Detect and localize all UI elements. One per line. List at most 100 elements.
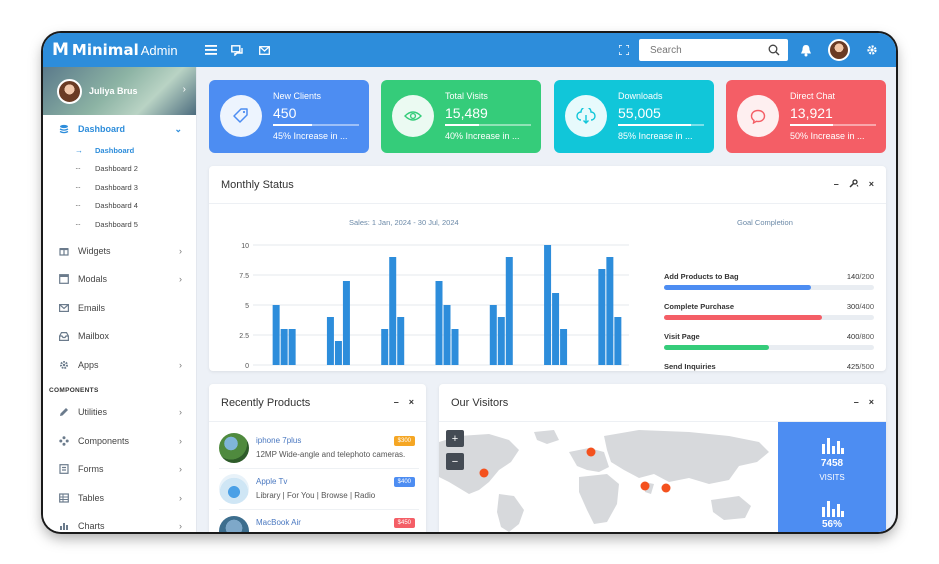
chat-icon[interactable] <box>229 42 245 58</box>
product-thumbnail <box>219 474 249 504</box>
product-item[interactable]: MacBook Air $450 <box>219 510 419 532</box>
panel-title: Monthly Status <box>221 178 294 191</box>
product-description: 12MP Wide-angle and telephoto cameras. <box>256 450 406 459</box>
submenu-item-dashboard-4[interactable]: ··· Dashboard 4 <box>43 197 196 216</box>
close-icon[interactable]: × <box>868 179 874 189</box>
stat-label: Direct Chat <box>790 91 836 101</box>
chart-bar <box>614 317 622 365</box>
goal-name: Complete Purchase <box>664 302 735 311</box>
dots-icon: ··· <box>75 219 81 229</box>
fullscreen-icon[interactable] <box>616 42 632 58</box>
chart-bar <box>272 305 280 365</box>
chevron-right-icon: › <box>179 435 182 446</box>
goal-send-inquiries: Send Inquiries 425/500 <box>664 362 874 371</box>
sidebar-item-dashboard[interactable]: Dashboard ⌄ <box>43 117 196 141</box>
sidebar-item-modals[interactable]: Modals › <box>43 265 196 294</box>
stat-description: 85% Increase in ... <box>618 131 693 141</box>
notification-bell-icon[interactable] <box>798 42 814 58</box>
stat-card-new-clients[interactable]: New Clients 450 45% Increase in ... <box>209 80 369 153</box>
product-name[interactable]: MacBook Air <box>256 518 301 527</box>
goal-total: /200 <box>859 272 874 281</box>
panel-controls: – × <box>834 179 874 190</box>
chart-bar <box>505 257 513 365</box>
visitor-marker[interactable] <box>586 447 596 457</box>
search-input[interactable] <box>650 44 765 56</box>
submenu-item-dashboard-3[interactable]: ··· Dashboard 3 <box>43 178 196 197</box>
product-thumbnail <box>219 433 249 463</box>
zoom-out-button[interactable]: − <box>446 453 464 470</box>
chart-bar <box>326 317 334 365</box>
sidebar-profile[interactable]: Juliya Brus › <box>43 67 196 115</box>
search-icon[interactable] <box>768 43 780 61</box>
sidebar-item-widgets[interactable]: Widgets › <box>43 237 196 266</box>
stat-label: Downloads <box>618 91 663 101</box>
submenu-item-dashboard-5[interactable]: ··· Dashboard 5 <box>43 215 196 234</box>
minimize-icon[interactable]: – <box>833 179 839 189</box>
world-map[interactable] <box>439 422 778 532</box>
sidebar-item-label: Emails <box>78 302 106 313</box>
sidebar-item-mailbox[interactable]: Mailbox <box>43 322 196 351</box>
stat-progress-fill <box>790 124 833 126</box>
visitor-marker[interactable] <box>479 468 489 478</box>
sidebar-item-tables[interactable]: Tables › <box>43 484 196 513</box>
close-icon[interactable]: × <box>868 397 874 407</box>
sidebar-item-forms[interactable]: Forms › <box>43 455 196 484</box>
close-icon[interactable]: × <box>408 397 414 407</box>
user-avatar[interactable] <box>828 39 850 61</box>
stat-card-total-visits[interactable]: Total Visits 15,489 40% Increase in ... <box>381 80 541 153</box>
stat-card-downloads[interactable]: Downloads 55,005 85% Increase in ... <box>554 80 714 153</box>
chevron-right-icon[interactable]: › <box>182 84 186 95</box>
price-badge: $400 <box>393 477 415 487</box>
sidebar-item-label: Tables <box>78 492 105 503</box>
goal-progress-track <box>664 285 874 290</box>
goal-value: 425 <box>846 362 860 371</box>
visitor-marker[interactable] <box>640 481 650 491</box>
zoom-in-button[interactable]: + <box>446 430 464 447</box>
chart-bar <box>497 317 505 365</box>
arrow-right-icon: → <box>75 145 83 155</box>
mail-icon[interactable] <box>256 42 272 58</box>
minimize-icon[interactable]: – <box>853 397 859 407</box>
wrench-icon[interactable] <box>849 179 859 190</box>
goal-total: /800 <box>859 332 874 341</box>
product-item[interactable]: Apple Tv Library | For You | Browse | Ra… <box>219 469 419 510</box>
chart-bar <box>435 281 443 365</box>
chevron-right-icon: › <box>179 407 182 418</box>
monthly-status-panel: Monthly Status – × Sales: 1 Jan, 2024 - … <box>209 166 886 371</box>
chart-bar <box>381 329 389 365</box>
sidebar-item-components[interactable]: Components › <box>43 427 196 456</box>
stat-card-direct-chat[interactable]: Direct Chat 13,921 50% Increase in ... <box>726 80 886 153</box>
logo[interactable]: M Minimal Admin <box>43 33 197 67</box>
sidebar-item-utilities[interactable]: Utilities › <box>43 398 196 427</box>
submenu-item-dashboard-2[interactable]: ··· Dashboard 2 <box>43 160 196 179</box>
sidebar-item-emails[interactable]: Emails <box>43 294 196 323</box>
chart-bar <box>560 329 568 365</box>
visitor-marker[interactable] <box>661 483 671 493</box>
settings-gear-icon[interactable] <box>864 42 880 58</box>
menu-icon[interactable] <box>203 42 219 58</box>
submenu-item-dashboard[interactable]: → Dashboard <box>43 141 196 160</box>
product-name[interactable]: Apple Tv <box>256 477 288 486</box>
search-box[interactable] <box>639 39 788 61</box>
submenu-item-label: Dashboard 3 <box>95 182 138 192</box>
sidebar-item-apps[interactable]: Apps › <box>43 351 196 380</box>
submenu-item-label: Dashboard <box>95 145 135 155</box>
goal-visit-page: Visit Page 400/800 <box>664 332 874 350</box>
cloud-download-icon <box>565 95 607 137</box>
sidebar-item-charts[interactable]: Charts › <box>43 512 196 532</box>
sidebar: Juliya Brus › Dashboard ⌄ → Dashboard ···… <box>43 67 197 532</box>
goal-value: 300 <box>846 302 860 311</box>
sidebar-item-label: Charts <box>78 521 105 532</box>
goal-progress-fill <box>664 285 811 290</box>
top-bar: M Minimal Admin <box>43 33 896 67</box>
product-name[interactable]: iphone 7plus <box>256 436 302 445</box>
percent-value: 56% <box>821 519 842 530</box>
window-icon <box>58 273 70 285</box>
product-item[interactable]: iphone 7plus 12MP Wide-angle and telepho… <box>219 428 419 469</box>
stat-value: 15,489 <box>445 105 488 121</box>
minimize-icon[interactable]: – <box>393 397 399 407</box>
price-badge: $450 <box>393 518 415 528</box>
panel-header: Recently Products – × <box>209 384 426 422</box>
chevron-right-icon: › <box>179 492 182 503</box>
